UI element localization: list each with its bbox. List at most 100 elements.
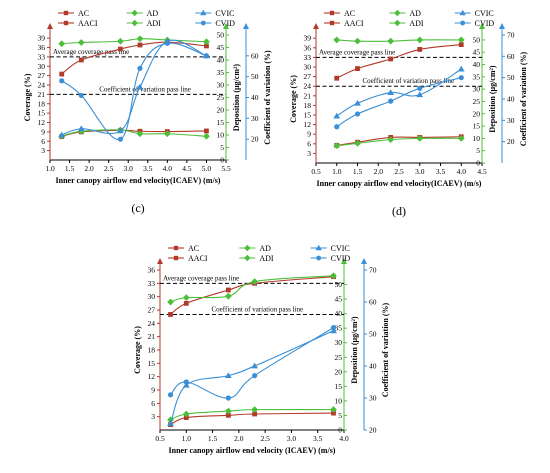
right2-tick-label: 60 bbox=[251, 51, 259, 60]
right1-tick-label: 15 bbox=[217, 118, 225, 127]
pass-line-label: Coefficient of variation pass line bbox=[212, 305, 304, 313]
x-tick-label: 2.0 bbox=[84, 164, 94, 173]
point-AC bbox=[417, 47, 423, 52]
left-tick-label: 33 bbox=[304, 53, 312, 62]
left-tick-label: 21 bbox=[38, 90, 46, 99]
right1-tick-label: 0 bbox=[476, 159, 480, 168]
legend-swatch-marker bbox=[63, 10, 69, 16]
right1-tick-label: 0 bbox=[220, 156, 224, 165]
left-tick-label: 18 bbox=[148, 346, 156, 355]
right2-axis-arrow bbox=[499, 23, 505, 29]
legend-label: CVID bbox=[475, 19, 495, 28]
left-tick-label: 24 bbox=[304, 82, 312, 91]
panel-label: (d) bbox=[392, 204, 406, 218]
x-tick-label: 3.0 bbox=[287, 434, 297, 443]
point-AACI bbox=[331, 410, 336, 416]
right2-tick-label: 20 bbox=[369, 426, 377, 435]
right1-tick-label: 20 bbox=[217, 106, 225, 115]
x-tick-label: 4.0 bbox=[163, 164, 173, 173]
right2-tick-label: 70 bbox=[507, 31, 515, 40]
x-tick-label: 4.0 bbox=[457, 167, 467, 176]
point-CVIC bbox=[167, 420, 174, 426]
left-tick-label: 12 bbox=[304, 120, 312, 129]
legend-label: AACI bbox=[188, 254, 208, 263]
series-line-ADI bbox=[170, 408, 334, 421]
right1-tick-label: 40 bbox=[473, 60, 481, 69]
legend-label: AACI bbox=[344, 19, 364, 28]
point-CVIC bbox=[136, 83, 144, 90]
x-tick-label: 2.5 bbox=[104, 164, 114, 173]
x-axis-label: Inner canopy airflow end velocity(ICAEV)… bbox=[317, 179, 482, 188]
left-tick-label: 9 bbox=[151, 386, 155, 395]
right2-tick-label: 60 bbox=[369, 298, 377, 307]
legend-label: AC bbox=[344, 9, 355, 18]
legend-swatch-marker bbox=[63, 20, 69, 26]
point-AD bbox=[182, 294, 190, 302]
right1-tick-label: 15 bbox=[335, 382, 343, 391]
x-tick-label: 1.5 bbox=[208, 434, 218, 443]
pass-line-label: Coefficient of variation pass line bbox=[362, 77, 454, 85]
left-tick-label: 30 bbox=[38, 62, 46, 71]
point-AD bbox=[251, 278, 259, 286]
right1-tick-label: 5 bbox=[220, 143, 224, 152]
left-tick-label: 27 bbox=[38, 71, 46, 80]
x-tick-label: 4.5 bbox=[477, 167, 487, 176]
right2-tick-label: 30 bbox=[507, 116, 515, 125]
point-AACI bbox=[204, 128, 209, 134]
left-tick-label: 33 bbox=[148, 279, 156, 288]
right1-tick-label: 40 bbox=[217, 56, 225, 65]
x-tick-label: 2.5 bbox=[260, 434, 270, 443]
x-tick-label: 1.0 bbox=[332, 167, 342, 176]
point-AC bbox=[204, 43, 209, 49]
legend-swatch-marker bbox=[200, 9, 207, 16]
right1-tick-label: 40 bbox=[335, 309, 343, 318]
panel-label: (c) bbox=[131, 201, 144, 215]
point-CVID bbox=[458, 75, 464, 81]
right2-axis-arrow bbox=[243, 23, 249, 29]
left-tick-label: 36 bbox=[148, 266, 156, 275]
left-tick-label: 15 bbox=[38, 109, 46, 118]
point-AC bbox=[458, 42, 464, 47]
x-tick-label: 5.5 bbox=[221, 164, 231, 173]
point-CVIC bbox=[117, 127, 124, 134]
pass-line-label: Average coverage pass line bbox=[53, 48, 129, 56]
right1-tick-label: 35 bbox=[335, 324, 343, 333]
legend-label: CVID bbox=[215, 19, 235, 28]
point-CVID bbox=[78, 92, 84, 99]
pass-line-label: Coefficient of variation pass line bbox=[99, 85, 191, 93]
point-CVID bbox=[225, 395, 231, 401]
legend-swatch-marker bbox=[131, 19, 138, 27]
series-line-AACI bbox=[170, 412, 334, 426]
right1-tick-label: 5 bbox=[476, 146, 480, 155]
point-CVIC bbox=[457, 65, 465, 72]
right1-tick-label: 45 bbox=[217, 43, 225, 52]
x-tick-label: 5.0 bbox=[202, 164, 212, 173]
right1-tick-label: 25 bbox=[217, 93, 225, 102]
right1-axis-label: Deposition (μg/cm²) bbox=[232, 64, 241, 131]
point-AACI bbox=[252, 411, 258, 417]
point-CVID bbox=[388, 98, 394, 104]
point-AC bbox=[355, 66, 360, 71]
left-tick-label: 15 bbox=[304, 111, 312, 120]
right1-tick-label: 10 bbox=[473, 134, 481, 143]
right1-tick-label: 35 bbox=[217, 68, 225, 77]
series-line-AACI bbox=[61, 129, 207, 138]
x-tick-label: 1.0 bbox=[45, 164, 55, 173]
legend-swatch-marker bbox=[173, 255, 179, 261]
left-tick-label: 24 bbox=[148, 319, 156, 328]
legend-swatch-marker bbox=[244, 244, 251, 252]
pass-line-label: Average coverage pass line bbox=[319, 48, 395, 56]
point-ADI bbox=[330, 406, 337, 414]
point-CVIC bbox=[251, 362, 259, 369]
legend-swatch-marker bbox=[459, 9, 466, 16]
series-line-AC bbox=[61, 41, 207, 75]
point-AD bbox=[224, 292, 232, 300]
right1-axis-label: Deposition (μg/cm²) bbox=[488, 65, 497, 132]
point-AC bbox=[137, 42, 143, 48]
left-tick-label: 39 bbox=[38, 34, 46, 43]
left-axis-label: Coverage (%) bbox=[133, 326, 142, 374]
point-AD bbox=[354, 37, 361, 45]
series-line-CVID bbox=[170, 327, 334, 399]
point-CVID bbox=[354, 111, 361, 117]
point-AC bbox=[78, 57, 84, 63]
